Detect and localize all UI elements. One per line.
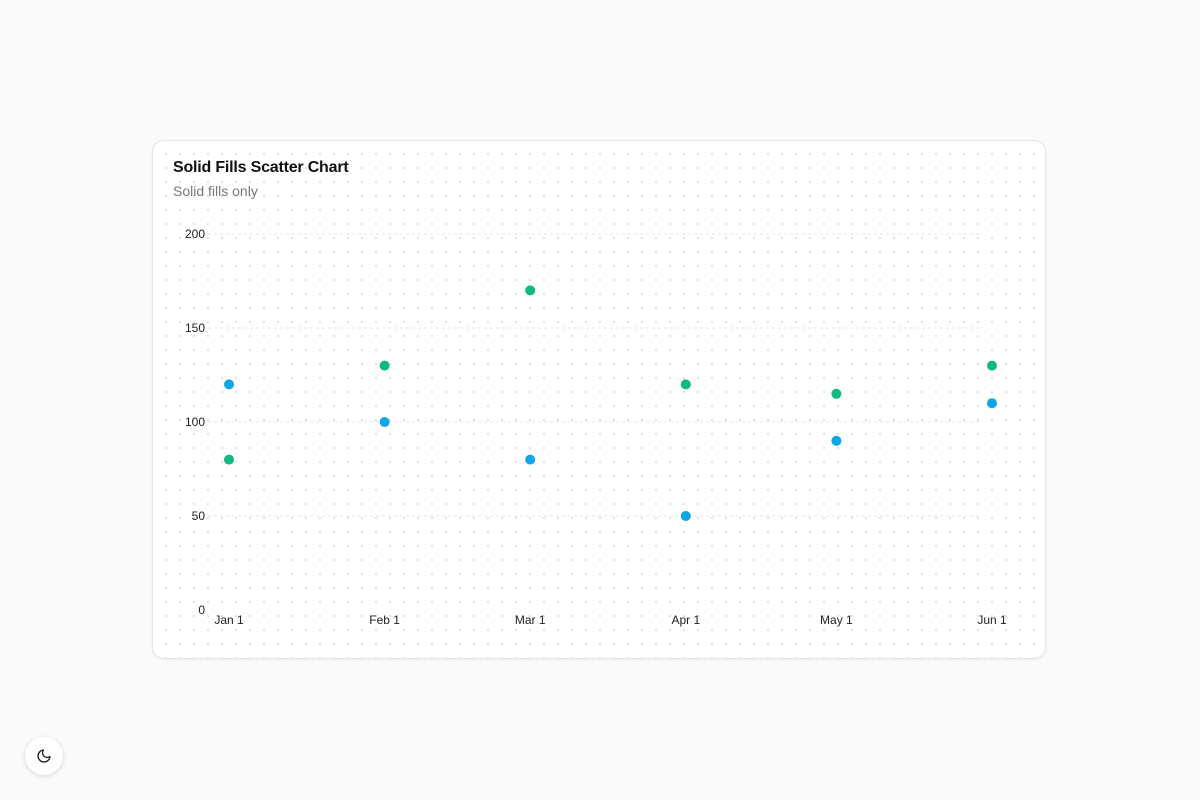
scatter-point-series-2[interactable] <box>525 285 536 296</box>
scatter-point-series-2[interactable] <box>987 360 997 371</box>
scatter-point-series-1[interactable] <box>224 379 234 390</box>
x-tick-label: Mar 1 <box>515 613 546 627</box>
x-tick-label: May 1 <box>820 613 853 627</box>
chart-subtitle: Solid fills only <box>173 183 258 199</box>
theme-toggle-button[interactable] <box>25 737 63 775</box>
scatter-point-series-2[interactable] <box>379 360 390 371</box>
y-axis-ticks: 0 50 100 150 200 <box>185 227 205 617</box>
y-tick-label: 150 <box>185 321 205 335</box>
scatter-plot: 0 50 100 150 200 Jan 1 Feb 1 Mar 1 Apr 1 May 1 Ju… <box>185 227 1007 627</box>
scatter-point-series-1[interactable] <box>831 435 842 446</box>
scatter-point-series-1[interactable] <box>987 398 997 409</box>
y-tick-label: 50 <box>192 509 206 523</box>
grid-lines <box>208 233 983 517</box>
y-tick-label: 200 <box>185 227 205 241</box>
scatter-point-series-2[interactable] <box>224 454 234 465</box>
scatter-point-series-2[interactable] <box>680 379 691 390</box>
chart-card: Solid Fills Scatter Chart Solid fills on… <box>152 140 1046 659</box>
scatter-point-series-1[interactable] <box>680 511 691 521</box>
chart-title: Solid Fills Scatter Chart <box>173 159 349 176</box>
scatter-point-series-1[interactable] <box>379 417 390 427</box>
scatter-point-series-1[interactable] <box>525 454 536 465</box>
x-tick-label: Feb 1 <box>369 613 400 627</box>
y-tick-label: 100 <box>185 415 205 429</box>
x-axis-ticks: Jan 1 Feb 1 Mar 1 Apr 1 May 1 Jun 1 <box>214 613 1007 627</box>
data-points <box>224 285 997 521</box>
x-tick-label: Jun 1 <box>977 613 1007 627</box>
scatter-point-series-2[interactable] <box>831 388 842 399</box>
y-tick-label: 0 <box>198 603 205 617</box>
moon-icon <box>37 749 51 763</box>
x-tick-label: Jan 1 <box>214 613 244 627</box>
x-tick-label: Apr 1 <box>671 613 700 627</box>
